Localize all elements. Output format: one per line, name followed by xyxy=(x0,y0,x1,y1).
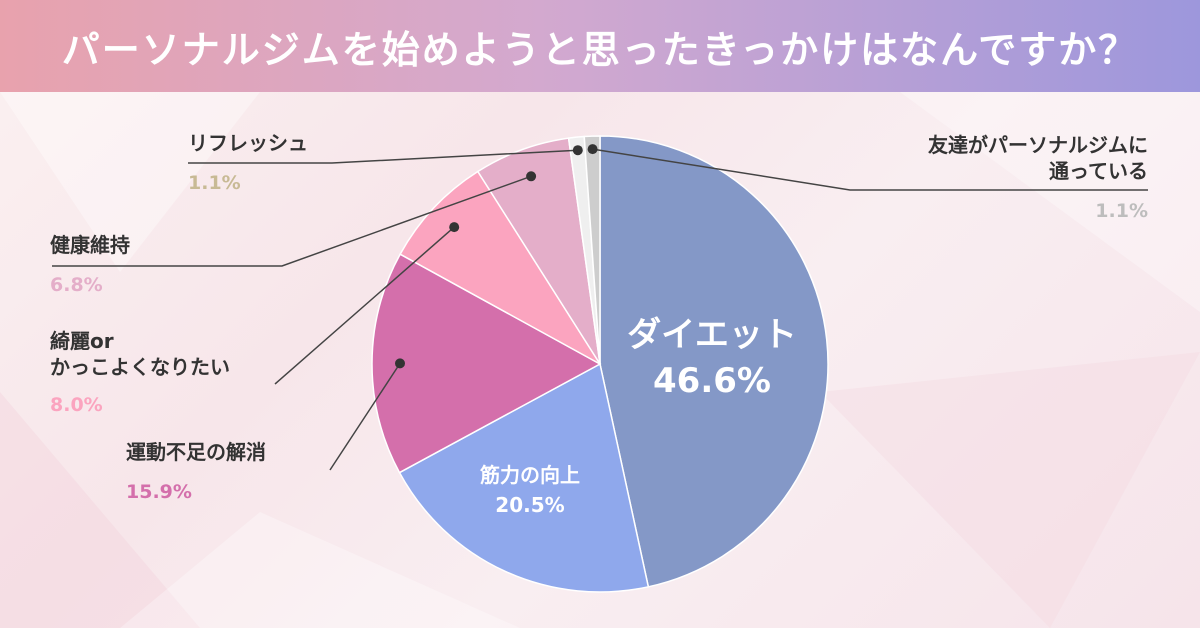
slice-label-diet-name: ダイエット xyxy=(627,315,797,355)
slice-label-strength-value: 20.5% xyxy=(495,493,565,517)
slice-label-strength: 筋力の向上 20.5% xyxy=(440,460,620,520)
title-banner: パーソナルジムを始めようと思ったきっかけはなんですか？ xyxy=(0,0,1200,92)
background-pattern xyxy=(0,92,1200,628)
label-refresh: リフレッシュ xyxy=(188,131,308,155)
leader-dot-refresh xyxy=(572,145,583,156)
label-friend-line2: 通っている xyxy=(1049,159,1148,183)
label-friend: 友達がパーソナルジムに 通っている xyxy=(928,132,1148,184)
label-beauty: 綺麗or かっこよくなりたい xyxy=(50,328,230,380)
slice-label-strength-name: 筋力の向上 xyxy=(480,463,580,487)
leader-dot-friend xyxy=(587,144,598,155)
leader-line-exercise xyxy=(329,362,401,471)
leader-line-friend xyxy=(592,148,1148,191)
pie-slice-friend xyxy=(583,135,601,365)
pct-exercise: 15.9% xyxy=(126,481,192,503)
leader-line-refresh xyxy=(188,149,578,164)
pie-slice-strength xyxy=(398,362,650,593)
slice-label-diet: ダイエット 46.6% xyxy=(612,312,812,404)
label-beauty-line1: 綺麗or xyxy=(50,329,114,353)
pie-slice-exercise xyxy=(371,253,602,474)
label-friend-line1: 友達がパーソナルジムに xyxy=(928,133,1148,157)
label-health: 健康維持 xyxy=(50,233,130,257)
pie-slice-diet xyxy=(599,135,829,588)
chart-title: パーソナルジムを始めようと思ったきっかけはなんですか？ xyxy=(61,27,1139,72)
pct-beauty: 8.0% xyxy=(50,394,103,416)
pie-slice-beauty xyxy=(399,170,601,365)
label-exercise: 運動不足の解消 xyxy=(126,440,266,464)
leader-line-health xyxy=(52,175,532,267)
leader-dot-beauty xyxy=(449,222,460,233)
pct-health: 6.8% xyxy=(50,274,103,296)
slice-label-diet-value: 46.6% xyxy=(653,361,771,401)
label-beauty-line2: かっこよくなりたい xyxy=(50,355,230,379)
leader-line-beauty xyxy=(274,226,455,385)
leader-dot-exercise xyxy=(395,358,405,369)
pct-friend: 1.1% xyxy=(1095,200,1148,222)
leader-dot-health xyxy=(526,171,537,182)
pct-refresh: 1.1% xyxy=(188,172,241,194)
